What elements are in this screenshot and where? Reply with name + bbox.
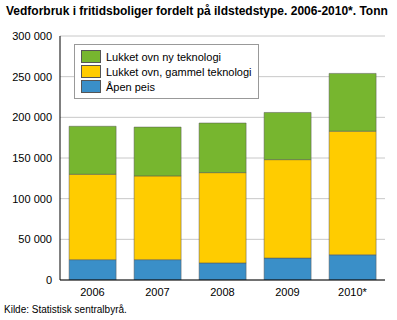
svg-text:50 000: 50 000: [18, 233, 52, 245]
html-text:Lukket ovn ny teknologi: Lukket ovn ny teknologi: [106, 50, 221, 63]
svg-text:2008: 2008: [210, 286, 234, 298]
svg-text:0: 0: [46, 274, 52, 286]
svg-text:300 000: 300 000: [12, 30, 52, 42]
html-text:Vedforbruk i fritidsboliger fo: Vedforbruk i fritidsboliger fordelt på i…: [6, 4, 388, 18]
html-text:Åpen peis: Åpen peis: [106, 80, 155, 93]
html-text:Kilde: Statistisk sentralbyrå.: Kilde: Statistisk sentralbyrå.: [4, 304, 127, 315]
svg-text:2007: 2007: [145, 286, 169, 298]
svg-text:200 000: 200 000: [12, 111, 52, 123]
svg-text:100 000: 100 000: [12, 193, 52, 205]
html-text:Lukket ovn, gammel teknologi: Lukket ovn, gammel teknologi: [106, 65, 252, 78]
svg-text:2009: 2009: [275, 286, 299, 298]
svg-text:2006: 2006: [80, 286, 104, 298]
svg-text:250 000: 250 000: [12, 71, 52, 83]
svg-text:150 000: 150 000: [12, 152, 52, 164]
svg-text:2010*: 2010*: [338, 286, 367, 298]
